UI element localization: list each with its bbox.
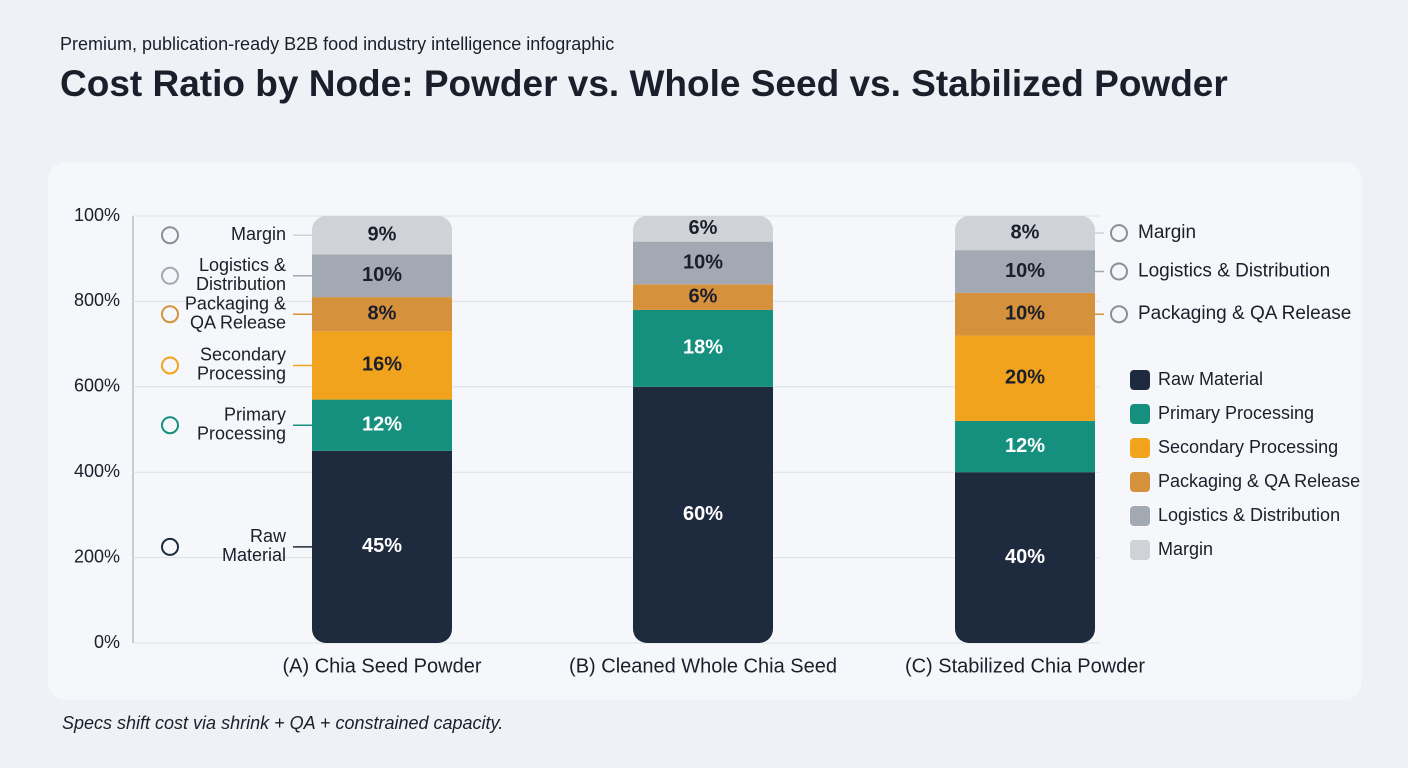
- value-label: 40%: [1005, 546, 1045, 568]
- x-tick-label: (B) Cleaned Whole Chia Seed: [569, 655, 837, 677]
- legend-swatch: [1130, 438, 1150, 458]
- annotation-icon: [161, 305, 179, 324]
- bar-segment: [633, 309, 773, 387]
- segment-annotation: Packaging & QA Release: [1138, 303, 1351, 324]
- bar-segment: [955, 292, 1095, 336]
- legend-label: Secondary Processing: [1158, 437, 1338, 457]
- bar-group: [955, 216, 1095, 643]
- legend-label: Packaging & QA Release: [1158, 471, 1360, 491]
- segment-annotation: Logistics &: [199, 255, 286, 275]
- value-label: 45%: [362, 535, 402, 557]
- bar-segment: [312, 331, 452, 400]
- bar-segment: [955, 472, 1095, 643]
- bar-group: [312, 216, 452, 643]
- value-label: 10%: [1005, 260, 1045, 282]
- segment-annotation: Processing: [197, 423, 286, 443]
- segment-annotation: Secondary: [200, 345, 286, 365]
- segment-annotation: Margin: [231, 224, 286, 244]
- bar-segment: [312, 399, 452, 451]
- segment-annotation: Margin: [1138, 222, 1196, 243]
- segment-annotation: Material: [222, 545, 286, 565]
- value-label: 8%: [1011, 221, 1040, 243]
- value-label: 18%: [683, 337, 723, 359]
- annotation-icon: [1110, 262, 1128, 281]
- value-label: 12%: [362, 414, 402, 436]
- chart-title: Cost Ratio by Node: Powder vs. Whole See…: [60, 63, 1228, 104]
- x-tick-label: (A) Chia Seed Powder: [283, 655, 482, 677]
- bar-segment: [955, 335, 1095, 421]
- value-label: 10%: [362, 264, 402, 286]
- bar-segment: [955, 250, 1095, 293]
- value-label: 60%: [683, 503, 723, 525]
- legend-swatch: [1130, 540, 1150, 560]
- bar-group: [633, 216, 773, 643]
- segment-annotation: Distribution: [196, 274, 286, 294]
- bar-segment: [633, 216, 773, 242]
- value-label: 10%: [683, 251, 723, 273]
- segment-annotation: QA Release: [190, 312, 286, 332]
- segment-annotation: Primary: [224, 404, 286, 424]
- annotation-icon: [161, 356, 179, 375]
- legend-swatch: [1130, 472, 1150, 492]
- segment-annotation: Raw: [250, 526, 287, 546]
- bar-segment: [312, 254, 452, 298]
- value-label: 12%: [1005, 435, 1045, 457]
- annotation-icon: [161, 266, 179, 285]
- segment-annotation: Packaging &: [185, 293, 286, 313]
- value-label: 20%: [1005, 367, 1045, 389]
- footnote: Specs shift cost via shrink + QA + const…: [62, 713, 503, 733]
- y-tick-label: 200%: [74, 546, 120, 566]
- legend-swatch: [1130, 370, 1150, 390]
- annotation-icon: [161, 537, 179, 556]
- segment-annotation: Logistics & Distribution: [1138, 261, 1330, 282]
- legend-label: Margin: [1158, 539, 1213, 559]
- y-tick-label: 400%: [74, 461, 120, 481]
- value-label: 6%: [689, 285, 718, 307]
- y-tick-label: 600%: [74, 376, 120, 396]
- value-label: 16%: [362, 354, 402, 376]
- subtitle: Premium, publication-ready B2B food indu…: [60, 34, 614, 54]
- bar-segment: [955, 420, 1095, 473]
- annotation-icon: [1110, 305, 1128, 324]
- bar-segment: [312, 297, 452, 332]
- legend-swatch: [1130, 404, 1150, 424]
- legend-label: Raw Material: [1158, 369, 1263, 389]
- bar-segment: [633, 284, 773, 310]
- value-label: 8%: [368, 302, 397, 324]
- segment-annotation: Processing: [197, 364, 286, 384]
- x-tick-label: (C) Stabilized Chia Powder: [905, 655, 1145, 677]
- bar-segment: [312, 450, 452, 643]
- value-label: 9%: [368, 223, 397, 245]
- y-tick-label: 800%: [74, 290, 120, 310]
- annotation-icon: [1110, 224, 1128, 243]
- legend-label: Primary Processing: [1158, 403, 1314, 423]
- annotation-icon: [161, 226, 179, 245]
- value-label: 10%: [1005, 302, 1045, 324]
- y-tick-label: 100%: [74, 205, 120, 225]
- annotation-icon: [161, 416, 179, 435]
- bar-segment: [633, 241, 773, 285]
- value-label: 6%: [689, 217, 718, 239]
- legend-swatch: [1130, 506, 1150, 526]
- y-tick-label: 0%: [94, 632, 120, 652]
- bar-segment: [312, 216, 452, 255]
- bar-segment: [633, 386, 773, 643]
- bar-segment: [955, 216, 1095, 251]
- legend-label: Logistics & Distribution: [1158, 505, 1340, 525]
